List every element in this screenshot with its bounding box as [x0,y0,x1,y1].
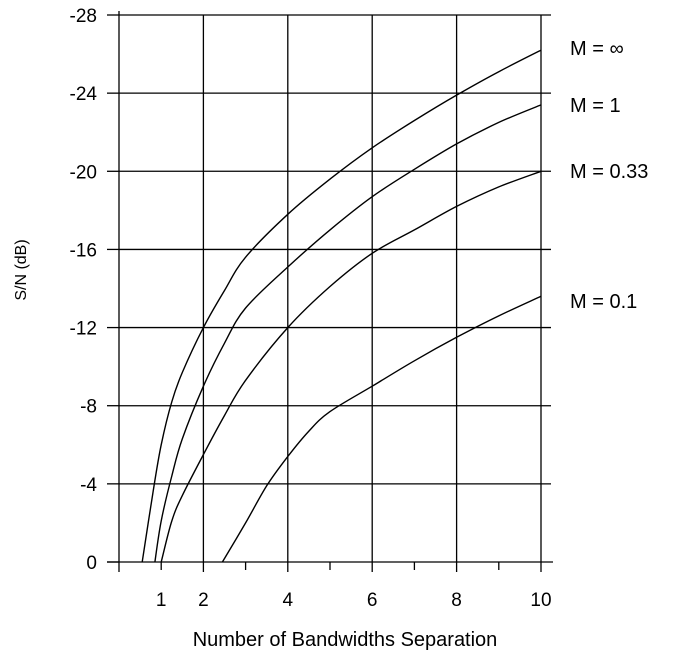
x-tick-label: 1 [156,590,167,611]
x-tick-label: 4 [283,590,294,611]
series-line-1 [154,104,542,563]
x-tick-label: 10 [530,590,551,611]
curves [141,49,542,563]
y-tick-label: -12 [70,319,97,340]
y-tick-label: -28 [70,6,97,27]
y-tick-label: -20 [70,162,97,183]
labels: -28 -24 -20 -16 -12 -8 -4 0 1 2 4 6 8 10 M = ∞ M = 1 M =… [70,6,649,611]
axes [107,11,553,572]
x-tick-label: 2 [198,590,209,611]
y-axis-title: S/N (dB) [13,239,30,300]
y-tick-label: -24 [70,84,98,105]
x-axis-title: Number of Bandwidths Separation [193,629,498,651]
series-line-3 [221,295,542,563]
y-tick-label: 0 [86,553,97,574]
grid [119,14,551,572]
series-label-2: M = 0.33 [570,161,648,183]
series-label-1: M = 1 [570,95,621,117]
y-tick-label: -8 [80,397,97,418]
x-tick-label: 6 [367,590,378,611]
series-line-2 [160,170,542,563]
series-label-0: M = ∞ [570,38,624,60]
y-tick-label: -4 [80,475,97,496]
series-label-3: M = 0.1 [570,291,637,313]
y-tick-label: -16 [70,240,97,261]
x-tick-label: 8 [451,590,462,611]
series-line-0 [141,49,542,563]
